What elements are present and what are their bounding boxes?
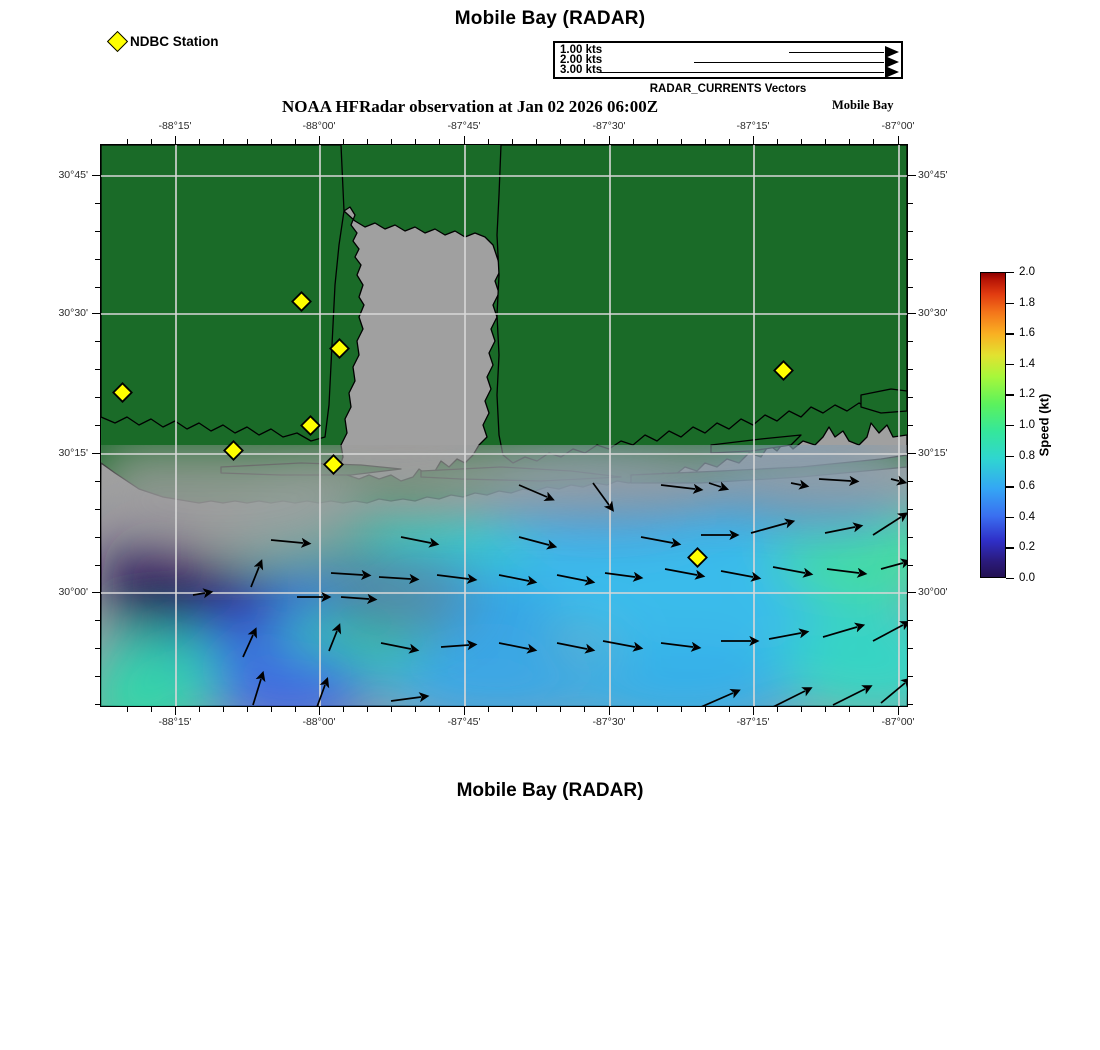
colorbar-label-0: 2.0 — [1019, 266, 1035, 278]
west-land — [101, 145, 345, 442]
vector-legend-row-1: 1.00 kts — [555, 44, 901, 58]
colorbar-tick-3 — [1006, 363, 1014, 366]
map-gridlines — [101, 145, 907, 706]
axis-ticks-left — [92, 144, 100, 707]
colorbar-label-2: 1.6 — [1019, 327, 1035, 340]
bottom-caption: Mobile Bay (RADAR) — [456, 780, 644, 801]
x-tick-label-top-4: -87°15' — [736, 120, 770, 132]
vector-legend-row-3: 3.00 kts — [555, 64, 901, 78]
colorbar-title: Speed (kt) — [1036, 393, 1052, 457]
axis-ticks-right — [908, 144, 916, 707]
map-plot-area[interactable] — [100, 144, 908, 707]
axis-ticks-bottom — [100, 707, 908, 715]
colorbar-label-10: 0.0 — [1019, 572, 1035, 584]
ndbc-station-legend: NDBC Station — [106, 30, 219, 53]
axis-labels-right: 30°45' 30°30' 30°15' 30°00' — [918, 144, 980, 707]
colorbar-label-8: 0.4 — [1019, 510, 1035, 523]
station-marker-4 — [329, 338, 350, 359]
axis-labels-bottom: -88°15' -88°00' -87°45' -87°30' -87°15' … — [100, 716, 914, 730]
pensacola-land — [860, 388, 907, 414]
y-tick-label-left-2: 30°15' — [58, 447, 88, 459]
station-marker-5 — [223, 440, 244, 461]
y-tick-label-right-2: 30°15' — [918, 447, 948, 459]
station-marker-1 — [112, 382, 133, 403]
station-marker-7 — [773, 360, 794, 381]
x-tick-label-top-0: -88°15' — [158, 120, 192, 132]
y-tick-label-right-0: 30°45' — [918, 169, 948, 181]
yellow-diamond-icon — [106, 30, 129, 53]
vector-shaft-2 — [694, 62, 884, 63]
mobile-bay-polygon — [338, 206, 502, 482]
vector-shaft-3 — [599, 72, 884, 73]
x-tick-label-bottom-2: -87°45' — [447, 716, 481, 728]
region-label: Mobile Bay — [832, 98, 894, 112]
x-tick-label-top-3: -87°30' — [592, 120, 626, 132]
colorbar-tick-8 — [1006, 516, 1014, 519]
x-tick-label-bottom-5: -87°00' — [881, 716, 915, 728]
colorbar-tick-0 — [1006, 272, 1014, 274]
vector-arrowhead-3 — [885, 66, 899, 78]
axis-labels-top: -88°15' -88°00' -87°45' -87°30' -87°15' … — [100, 120, 914, 134]
observation-title: NOAA HFRadar observation at Jan 02 2026 … — [281, 97, 659, 116]
axis-labels-left: 30°45' 30°30' 30°15' 30°00' — [26, 144, 88, 707]
page-title: Mobile Bay (RADAR) — [454, 8, 646, 29]
y-tick-label-right-3: 30°00' — [918, 586, 948, 598]
y-tick-label-right-1: 30°30' — [918, 307, 948, 319]
vector-legend-label-1: 1.00 kts — [560, 44, 603, 56]
station-marker-2 — [291, 291, 312, 312]
colorbar-tick-9 — [1006, 547, 1014, 549]
colorbar-tick-10 — [1006, 578, 1014, 580]
x-tick-label-bottom-4: -87°15' — [736, 716, 770, 728]
x-tick-label-bottom-0: -88°15' — [158, 716, 192, 728]
ndbc-station-markers[interactable] — [112, 291, 794, 568]
colorbar-label-6: 0.8 — [1019, 449, 1035, 462]
vector-legend-caption: RADAR_CURRENTS Vectors — [649, 83, 807, 95]
vector-legend-label-2: 2.00 kts — [560, 54, 603, 66]
colorbar-label-3: 1.4 — [1019, 357, 1035, 370]
y-tick-label-left-1: 30°30' — [58, 307, 88, 319]
colorbar-gradient — [980, 272, 1006, 578]
colorbar-label-5: 1.0 — [1019, 419, 1035, 431]
current-vectors — [192, 475, 907, 706]
colorbar-label-1: 1.8 — [1019, 296, 1035, 309]
vector-legend-label-3: 3.00 kts — [560, 64, 603, 76]
speed-colorbar[interactable]: 2.0 1.8 1.6 1.4 1.2 1.0 0.8 0.6 0.4 0.2 … — [980, 266, 1035, 584]
x-tick-label-top-1: -88°00' — [302, 120, 336, 132]
colorbar-label-4: 1.2 — [1019, 388, 1035, 401]
axis-ticks-top — [100, 136, 908, 144]
vector-arrowhead-1 — [885, 46, 899, 58]
x-tick-label-bottom-3: -87°30' — [592, 716, 626, 728]
ndbc-station-legend-label: NDBC Station — [130, 34, 219, 49]
colorbar-label-7: 0.6 — [1019, 480, 1035, 493]
map-canvas — [101, 145, 907, 706]
colorbar-tick-7 — [1006, 486, 1014, 488]
x-tick-label-top-2: -87°45' — [447, 120, 481, 132]
vector-scale-legend: 1.00 kts 2.00 kts 3.00 kts — [553, 41, 903, 79]
colorbar-tick-6 — [1006, 455, 1014, 457]
station-marker-3 — [300, 415, 321, 436]
mobile-bay-water — [338, 206, 502, 482]
x-tick-label-top-5: -87°00' — [881, 120, 915, 132]
y-tick-label-left-0: 30°45' — [58, 169, 88, 181]
colorbar-tick-2 — [1006, 333, 1014, 335]
colorbar-tick-5 — [1006, 425, 1014, 427]
vector-shaft-1 — [789, 52, 884, 53]
x-tick-label-bottom-1: -88°00' — [302, 716, 336, 728]
colorbar-tick-1 — [1006, 302, 1014, 304]
colorbar-tick-4 — [1006, 394, 1014, 396]
vector-arrowhead-2 — [885, 56, 899, 68]
colorbar-label-9: 0.2 — [1019, 541, 1035, 554]
y-tick-label-left-3: 30°00' — [58, 586, 88, 598]
station-marker-6 — [323, 454, 344, 475]
speed-field — [101, 445, 907, 706]
vector-legend-row-2: 2.00 kts — [555, 54, 901, 68]
east-land — [496, 145, 907, 464]
station-marker-8 — [687, 547, 708, 568]
